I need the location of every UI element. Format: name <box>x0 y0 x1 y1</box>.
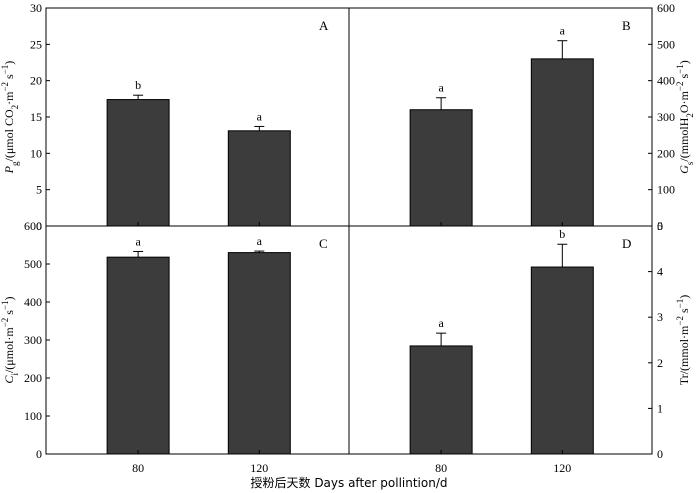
y-axis-label-part: ) <box>677 295 691 299</box>
y-axis-label-part: ) <box>677 60 691 64</box>
y-axis-label: Gs/(mmolH2O·m−2 s−1) <box>675 60 695 174</box>
y-tick-label: 25 <box>30 37 42 51</box>
y-axis-label-part: 2 <box>10 105 20 110</box>
y-axis-label-part: i <box>10 373 20 376</box>
significance-letter: a <box>257 109 263 123</box>
y-tick-label: 0 <box>657 447 663 461</box>
significance-letter: a <box>135 234 141 248</box>
y-tick-label: 400 <box>657 74 675 88</box>
y-tick-label: 20 <box>30 74 42 88</box>
y-tick-label: 10 <box>30 146 42 160</box>
y-tick-label: 0 <box>36 447 42 461</box>
panel-letter: D <box>622 236 631 251</box>
x-tick-label: 120 <box>250 461 268 475</box>
y-axis-label-part: s <box>2 310 16 318</box>
y-tick-label: 600 <box>657 1 675 15</box>
bar <box>409 345 473 455</box>
x-tick-label: 80 <box>132 461 144 475</box>
y-axis-label-part: −2 <box>0 318 10 328</box>
x-axis-label: 授粉后天数 Days after pollintion/d <box>251 475 448 490</box>
y-tick-label: 4 <box>657 265 663 279</box>
significance-letter: a <box>257 234 263 248</box>
y-tick-label: 300 <box>657 110 675 124</box>
y-axis-label-part: −2 <box>675 316 685 326</box>
y-axis-label-part: /(μmol CO <box>2 109 16 161</box>
y-tick-label: 200 <box>657 146 675 160</box>
y-tick-label: 400 <box>24 295 42 309</box>
y-axis-label-part: −1 <box>0 65 10 75</box>
y-axis-label: Ci/(μmol·m−2 s−1) <box>0 296 20 383</box>
y-axis-label-part: −2 <box>0 82 10 92</box>
y-tick-label: 5 <box>36 183 42 197</box>
x-tick-label: 80 <box>435 461 447 475</box>
y-tick-label: 0 <box>657 219 663 233</box>
y-axis-label-part: g <box>10 161 20 166</box>
y-axis-label-part: ·m <box>2 91 16 105</box>
panel-a: 0 5 10 15 20 25 30 Pg/(μmol CO2·m−2 s−1) Ab a <box>0 1 329 233</box>
significance-letter: b <box>559 227 565 241</box>
y-tick-label: 30 <box>30 1 42 15</box>
panel-letter: B <box>622 18 631 33</box>
y-tick-label: 15 <box>30 110 42 124</box>
y-axis-label-part: s <box>677 308 691 316</box>
bar <box>106 256 170 455</box>
y-tick-label: 1 <box>657 401 663 415</box>
y-axis-label-part: Tr/(mmol·m <box>677 325 691 385</box>
y-tick-label: 300 <box>24 333 42 347</box>
y-axis-label-part: /(mmolH <box>677 117 691 161</box>
y-tick-label: 2 <box>657 356 663 370</box>
y-tick-label: 200 <box>24 371 42 385</box>
y-tick-label: 100 <box>24 409 42 423</box>
y-axis-label-part: −1 <box>675 299 685 309</box>
y-axis-label-part: O·m <box>677 90 691 113</box>
significance-letter: b <box>135 78 141 92</box>
panel-d: 0 1 2 3 4 5 Tr/(mmol·m−2 s−1) Da b <box>409 219 691 461</box>
y-axis-label-part: s <box>677 73 691 81</box>
y-axis-label-part: C <box>2 375 16 384</box>
significance-letter: a <box>438 81 444 95</box>
y-axis-label-part: P <box>2 165 16 174</box>
panel-letter: A <box>319 18 329 33</box>
y-tick-label: 600 <box>24 219 42 233</box>
y-tick-label: 5 <box>657 219 663 233</box>
y-axis-label-part: s <box>2 74 16 82</box>
bar <box>227 252 291 455</box>
y-axis-label-part: ) <box>2 296 16 300</box>
y-tick-label: 0 <box>36 219 42 233</box>
y-axis-label-part: 2 <box>685 113 695 118</box>
panel-letter: C <box>319 236 328 251</box>
significance-letter: a <box>560 24 566 38</box>
bar <box>106 99 170 227</box>
y-tick-label: 500 <box>657 37 675 51</box>
x-tick-label: 120 <box>553 461 571 475</box>
y-axis-label: Pg/(μmol CO2·m−2 s−1) <box>0 61 20 175</box>
y-tick-label: 500 <box>24 257 42 271</box>
significance-letter: a <box>438 316 444 330</box>
bar <box>530 58 594 227</box>
y-axis-label-part: −1 <box>675 64 685 74</box>
y-axis-label-part: G <box>677 165 691 174</box>
bar <box>227 130 291 227</box>
y-axis-label-part: −2 <box>675 81 685 91</box>
y-axis-label-part: ) <box>2 61 16 65</box>
y-axis-label-part: /(μmol·m <box>2 327 16 373</box>
y-tick-label: 3 <box>657 310 663 324</box>
y-axis-label-part: −1 <box>0 300 10 310</box>
bar <box>409 109 473 227</box>
y-axis-label-part: s <box>685 161 695 165</box>
y-axis-label: Tr/(mmol·m−2 s−1) <box>675 295 691 385</box>
bar <box>530 266 594 455</box>
y-tick-label: 100 <box>657 183 675 197</box>
